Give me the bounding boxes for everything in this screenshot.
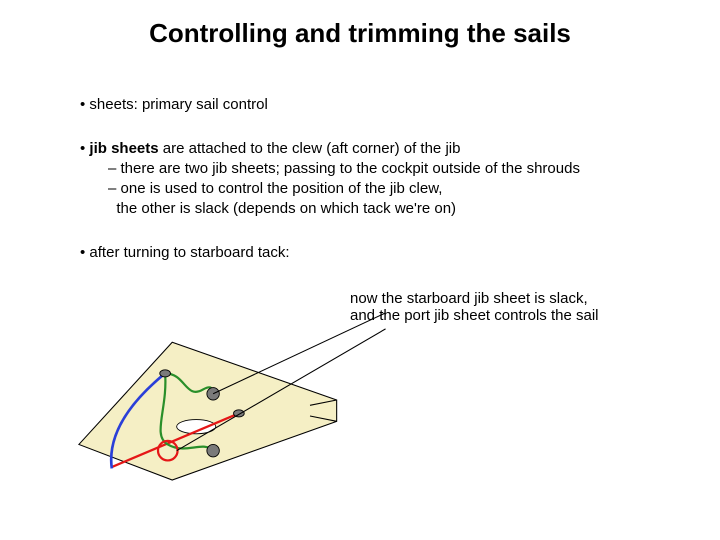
bullet-after-turning: • after turning to starboard tack: (80, 244, 660, 261)
boat-diagram (70, 290, 390, 510)
sub-bullet-two-sheets: – there are two jib sheets; passing to t… (108, 160, 688, 177)
slide-title: Controlling and trimming the sails (0, 18, 720, 49)
mast (234, 410, 245, 417)
bullet-sheets: • sheets: primary sail control (80, 96, 660, 113)
bullet-jib-sheets: • jib sheets are attached to the clew (a… (80, 140, 660, 157)
jib-sheets-bold: jib sheets (89, 140, 158, 157)
callout-text: now the starboard jib sheet is slack, an… (350, 290, 690, 324)
jib-clew (160, 370, 171, 377)
callout-line-starboard (213, 313, 385, 394)
jib-sheets-rest: are attached to the clew (aft corner) of… (159, 140, 461, 157)
bullet-dot: • (80, 140, 89, 157)
sub-bullet-control: – one is used to control the position of… (108, 180, 688, 197)
winch-port (207, 444, 219, 456)
callout-line2: and the port jib sheet controls the sail (350, 307, 690, 324)
sub-bullet-slack: the other is slack (depends on which tac… (108, 200, 688, 217)
callout-line1: now the starboard jib sheet is slack, (350, 290, 690, 307)
hull (79, 342, 337, 480)
